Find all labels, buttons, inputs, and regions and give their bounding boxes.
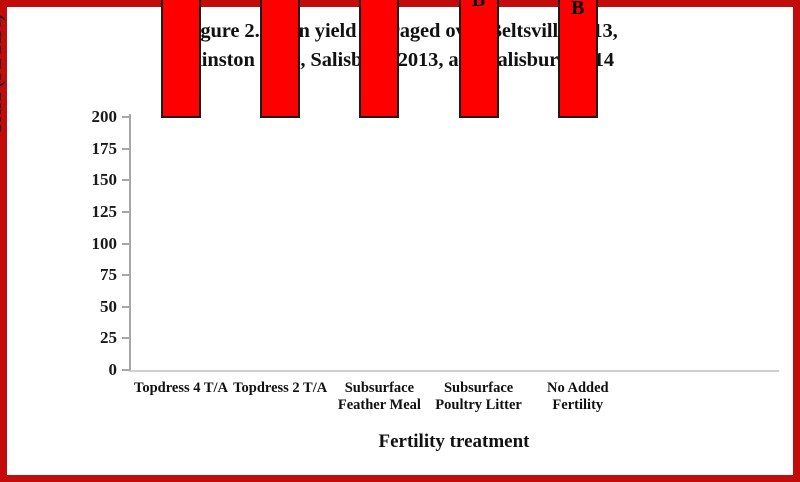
y-axis-tick-label: 0 (108, 360, 118, 379)
x-axis-category-label: No Added Fertility (508, 380, 648, 414)
y-axis-tick-label: 125 (91, 201, 118, 221)
y-axis-tick-label: 175 (91, 138, 118, 158)
bar[interactable]: B (458, 0, 499, 118)
bar-significance-letter: B (471, 0, 486, 12)
bar[interactable]: A (260, 0, 301, 118)
category-label-line: Poultry Litter (435, 397, 522, 413)
y-axis-tick-label: 75 (100, 265, 117, 285)
bar[interactable]: B (557, 0, 598, 118)
y-axis-tick-label: 100 (91, 233, 118, 253)
y-axis-tick-label: 200 (91, 107, 118, 126)
category-label-line: No Added (546, 380, 609, 396)
y-axis-tick-mark (122, 337, 130, 340)
y-axis-tick-label: 150 (91, 170, 118, 190)
category-label-line: Subsurface (344, 380, 415, 396)
y-axis-tick-mark (122, 179, 130, 182)
bar[interactable]: A (359, 0, 400, 118)
y-axis-tick-mark (122, 116, 130, 118)
y-axis-tick-label: 50 (100, 296, 117, 316)
x-axis-category-label: Topdress 4 T/A (111, 380, 251, 397)
chart-title-line-1: Figure 2. Corn yield averaged over Belts… (182, 20, 618, 42)
x-axis-title: Fertility treatment (378, 431, 530, 452)
y-axis-tick-mark (122, 274, 130, 277)
y-axis-tick-mark (122, 305, 130, 308)
category-label-line: Fertility (552, 397, 604, 413)
y-axis-tick-mark (122, 242, 130, 245)
chart-title-line-2: Kinston 2014, Salisbury 2013, and Salisb… (185, 49, 615, 71)
bar-significance-letter: B (571, 0, 585, 19)
y-axis-title: Yield (bu/acre) (0, 14, 6, 135)
chart-title: Figure 2. Corn yield averaged over Belts… (7, 17, 793, 75)
y-axis-tick-mark (122, 369, 130, 371)
category-label-line: Topdress 2 T/A (233, 380, 328, 396)
category-label-line: Topdress 4 T/A (133, 380, 229, 396)
x-axis-line (129, 370, 779, 372)
y-axis-tick-label: 25 (100, 328, 117, 348)
x-axis-category-label: Topdress 2 T/A (210, 380, 350, 397)
category-label-line: Subsurface (443, 380, 514, 396)
y-axis-line (129, 114, 131, 370)
x-axis-category-label: Subsurface Poultry Litter (409, 380, 549, 414)
y-axis-tick-mark (122, 210, 130, 213)
y-axis-tick-mark (122, 147, 130, 150)
x-axis-category-label: Subsurface Feather Meal (309, 380, 449, 414)
category-label-line: Feather Meal (337, 397, 421, 413)
bar[interactable]: A (161, 0, 201, 118)
